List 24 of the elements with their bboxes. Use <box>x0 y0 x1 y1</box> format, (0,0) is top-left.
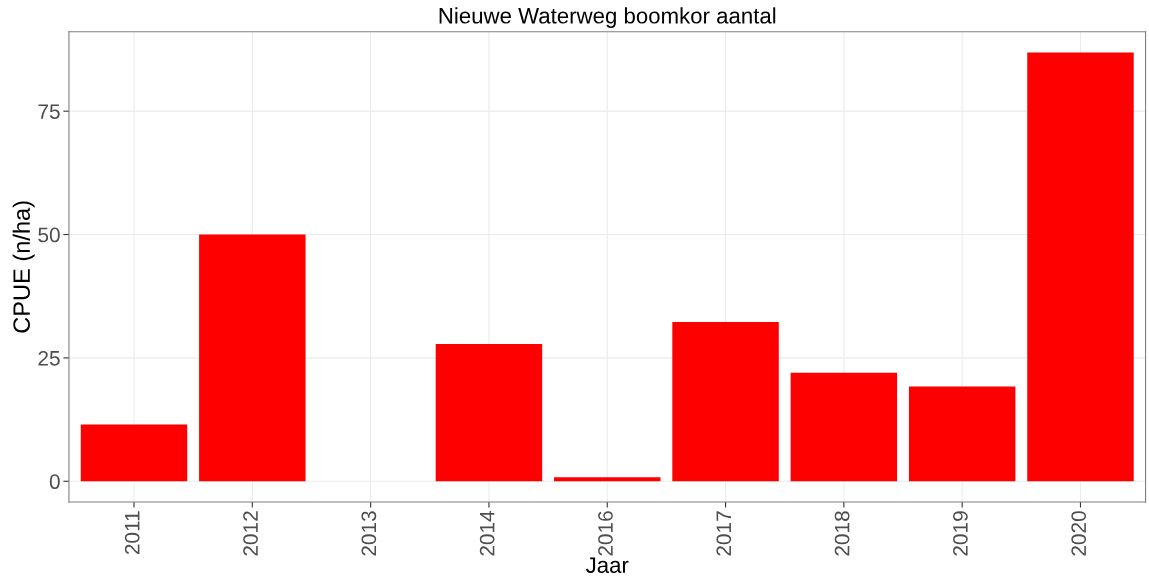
y-axis-title: CPUE (n/ha) <box>12 201 35 333</box>
x-tick-label: 2011 <box>124 511 140 555</box>
y-tick-label: 25 <box>38 350 60 366</box>
x-tick-label: 2013 <box>361 511 377 556</box>
x-axis-title: Jaar <box>585 557 629 573</box>
x-tick-label: 2019 <box>953 511 968 556</box>
chart-title: Nieuwe Waterweg boomkor aantal <box>439 7 776 29</box>
bar <box>672 321 779 482</box>
x-tick-label: 2017 <box>716 511 732 556</box>
y-tick-label: 0 <box>49 474 60 490</box>
x-tick-label: 2016 <box>598 511 613 556</box>
bar <box>1027 52 1134 482</box>
x-tick-label: 2014 <box>479 510 495 556</box>
x-tick-label: 2012 <box>243 511 258 556</box>
bar <box>199 234 306 482</box>
x-tick-label: 2020 <box>1071 511 1087 556</box>
x-tick-label: 2018 <box>834 511 850 556</box>
bar <box>790 372 898 482</box>
bar <box>80 424 188 482</box>
bar <box>554 477 661 482</box>
bar <box>435 344 543 482</box>
y-tick-label: 75 <box>38 104 60 119</box>
bar <box>908 386 1016 482</box>
y-tick-label: 50 <box>38 227 60 243</box>
